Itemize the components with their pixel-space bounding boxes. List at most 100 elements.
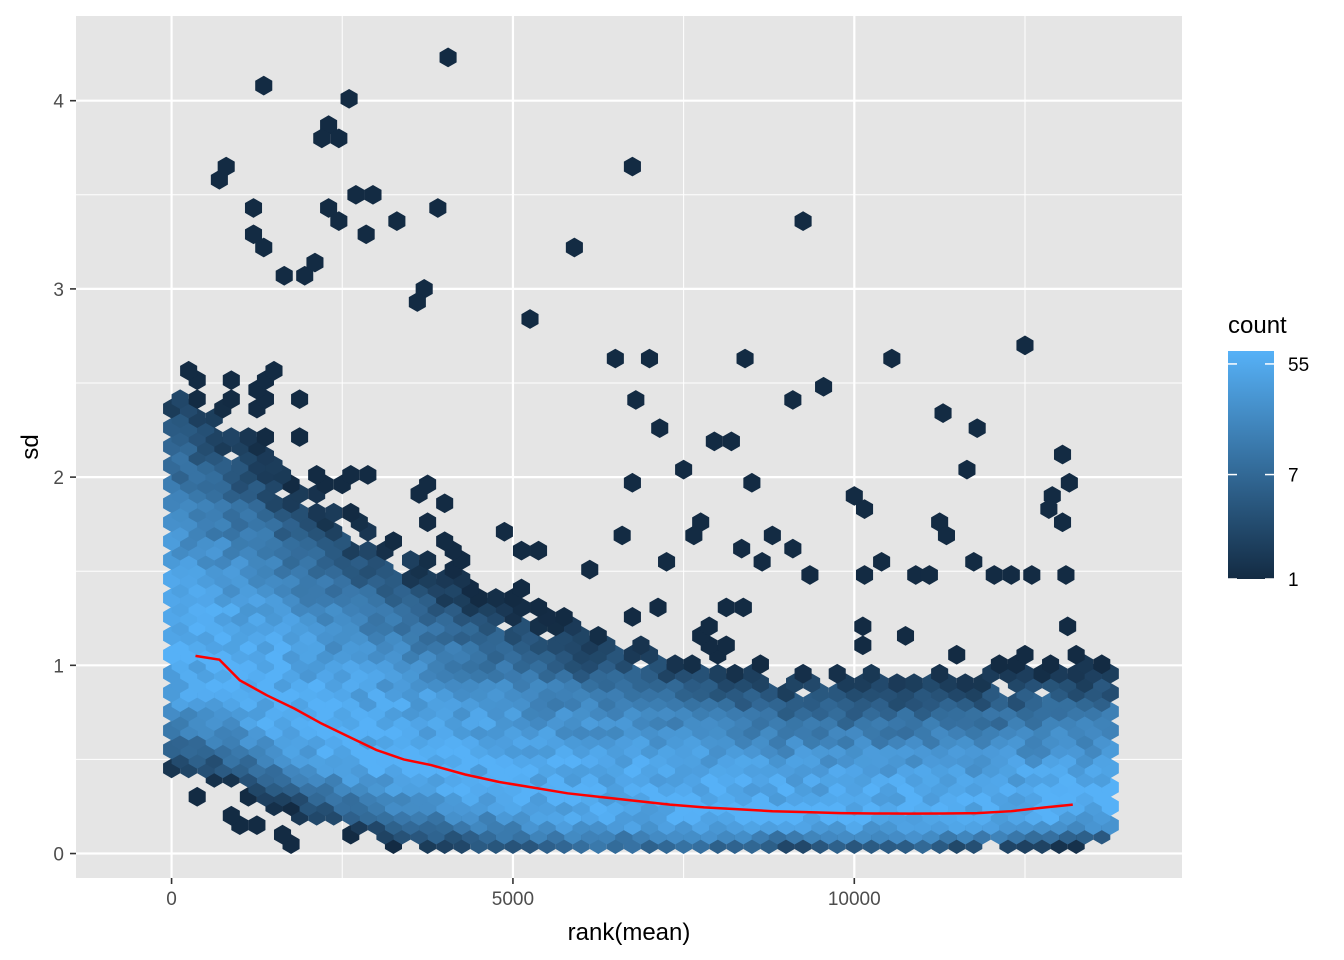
hex-cell	[763, 525, 781, 546]
hex-cell	[347, 184, 365, 205]
hex-cell	[255, 75, 273, 96]
hex-cell	[854, 616, 872, 637]
hex-cell	[1040, 499, 1058, 519]
hex-cell	[1042, 654, 1060, 675]
trend-line-layer	[195, 654, 1073, 815]
hex-cell	[873, 551, 891, 572]
hex-cell	[1023, 565, 1041, 585]
hex-cell	[640, 348, 659, 369]
hex-cell	[733, 538, 751, 559]
hex-cell	[623, 472, 641, 493]
hex-cell	[171, 389, 189, 410]
hex-cell	[1093, 654, 1111, 675]
hex-cell	[291, 427, 309, 447]
y-tick-label: 0	[53, 845, 64, 866]
y-tick-label: 4	[53, 92, 64, 113]
hex-cell	[888, 673, 906, 694]
hex-cell	[342, 502, 360, 523]
hex-cell	[1067, 644, 1085, 665]
hex-cell	[722, 431, 740, 452]
hex-cell	[705, 431, 723, 452]
hex-cell	[342, 465, 360, 485]
hex-cell	[896, 626, 915, 646]
hex-cell	[736, 348, 754, 369]
hex-cell	[521, 309, 539, 329]
hex-cell	[589, 626, 607, 646]
hex-cell	[717, 597, 735, 618]
hex-cell	[613, 525, 631, 546]
hex-cell	[1059, 616, 1077, 637]
hex-cell	[905, 673, 923, 694]
hex-cell	[658, 551, 676, 572]
hex-cell	[965, 551, 983, 572]
hex-cell	[1060, 472, 1078, 493]
hex-cell	[487, 588, 505, 608]
hex-cell	[222, 805, 240, 826]
hex-cell	[330, 211, 348, 231]
y-axis-title: sd	[17, 434, 44, 459]
hex-cell	[700, 616, 718, 637]
hex-cell	[256, 427, 274, 447]
hex-cell	[495, 521, 513, 542]
hex-cell	[948, 644, 966, 665]
hex-cell	[419, 512, 437, 533]
hex-cell	[296, 265, 314, 286]
hex-cell	[854, 635, 872, 656]
hex-cell	[340, 88, 358, 109]
hex-cell	[436, 493, 454, 514]
hex-cell	[751, 654, 769, 675]
legend-title: count	[1228, 312, 1287, 339]
hex-cell	[188, 389, 206, 410]
legend-colorbar	[1228, 351, 1274, 579]
hex-cell	[937, 525, 955, 546]
hex-cell	[683, 654, 701, 675]
legend-label: 1	[1288, 570, 1299, 591]
x-tick-label: 0	[166, 889, 177, 910]
y-tick-label: 2	[53, 468, 64, 489]
hex-cell	[357, 224, 375, 245]
hex-cell	[856, 565, 874, 585]
hex-cell	[862, 663, 880, 684]
hex-cell	[222, 370, 240, 391]
legend-label: 7	[1288, 466, 1299, 487]
hex-cell	[222, 389, 240, 410]
hex-cell	[856, 499, 874, 519]
hex-cell	[743, 472, 761, 493]
hex-cell	[273, 824, 292, 845]
hex-cell	[306, 252, 324, 273]
hex-cell	[801, 565, 819, 585]
hex-cell	[364, 184, 382, 205]
hex-cell	[408, 292, 426, 312]
hex-cell	[1053, 444, 1072, 465]
hex-cell	[685, 525, 703, 546]
hex-cell	[606, 348, 624, 369]
hex-cell	[632, 635, 650, 656]
hex-cell	[308, 465, 326, 485]
hex-cell	[217, 156, 235, 177]
hex-cell	[920, 565, 938, 585]
hex-cell	[734, 597, 752, 618]
hex-cell	[726, 663, 744, 684]
hex-cell	[325, 502, 343, 523]
hex-cell	[244, 198, 263, 218]
hex-cell	[308, 502, 326, 523]
hex-cell	[180, 360, 198, 381]
hex-cell	[419, 474, 437, 495]
hex-cell	[990, 654, 1008, 675]
hex-cell	[255, 237, 273, 258]
hex-cell	[402, 550, 420, 570]
hex-cell	[359, 465, 377, 485]
hex-cell	[291, 389, 309, 410]
hex-cell	[815, 376, 833, 397]
hex-cell	[275, 265, 293, 286]
hex-cell	[265, 360, 283, 381]
hex-cell	[794, 663, 812, 684]
hex-cell	[968, 418, 986, 439]
hex-cell	[388, 211, 406, 231]
hex-cell	[784, 538, 802, 559]
hex-cell	[1057, 565, 1075, 585]
hex-cell	[666, 654, 684, 675]
hex-cell	[794, 211, 812, 231]
